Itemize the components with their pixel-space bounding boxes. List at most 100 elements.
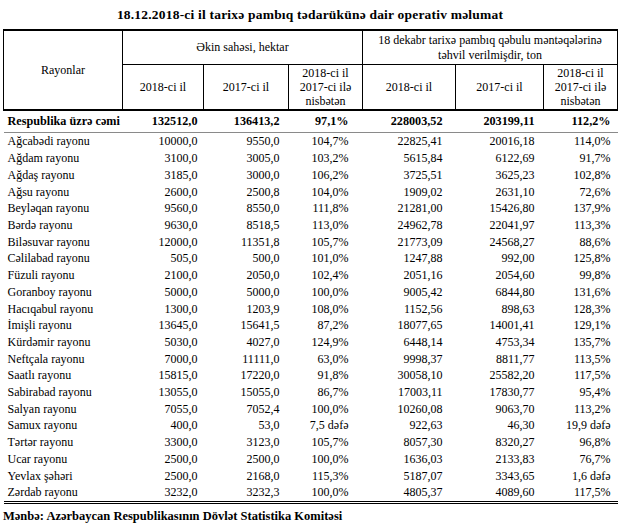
value-cell: 128,3% [544, 301, 618, 318]
value-cell: 102,4% [289, 267, 363, 284]
value-cell: 1636,03 [363, 451, 456, 468]
total-value-cell: 112,2% [544, 110, 618, 133]
value-cell: 2054,60 [456, 267, 544, 284]
value-cell: 17220,0 [204, 367, 289, 384]
table-row: Füzuli rayonu2100,02050,0102,4%2051,1620… [4, 267, 618, 284]
value-cell: 8550,0 [204, 200, 289, 217]
value-cell: 898,63 [456, 301, 544, 318]
district-name-cell: Yevlax şəhəri [4, 468, 123, 485]
col-header-area-2018: 2018-ci il [123, 65, 204, 111]
value-cell: 117,5% [544, 367, 618, 384]
district-name-cell: Zərdab rayonu [4, 484, 123, 502]
value-cell: 86,7% [289, 384, 363, 401]
col-header-ton-2017: 2017-ci il [456, 65, 544, 111]
value-cell: 100,0% [289, 484, 363, 502]
value-cell: 9063,70 [456, 401, 544, 418]
table-row: Goranboy rayonu5000,05000,0100,0%9005,42… [4, 284, 618, 301]
value-cell: 922,63 [363, 417, 456, 434]
value-cell: 7052,4 [204, 401, 289, 418]
district-name-cell: Neftçala rayonu [4, 351, 123, 368]
cotton-statistics-table: Rayonlar Əkin sahəsi, hektar 18 dekabr t… [3, 29, 618, 504]
total-value-cell: 132512,0 [123, 110, 204, 133]
value-cell: 104,0% [289, 184, 363, 201]
value-cell: 5000,0 [204, 284, 289, 301]
district-name-cell: Hacıqabul rayonu [4, 301, 123, 318]
district-name-cell: Biləsuvar rayonu [4, 234, 123, 251]
value-cell: 8518,5 [204, 217, 289, 234]
value-cell: 46,30 [456, 417, 544, 434]
value-cell: 115,3% [289, 468, 363, 485]
table-row: Ağdam rayonu3100,03005,0103,2%5615,84612… [4, 150, 618, 167]
page-title: 18.12.2018-ci il tarixə pambıq tədarükün… [0, 0, 620, 23]
value-cell: 106,2% [289, 167, 363, 184]
value-cell: 2050,0 [204, 267, 289, 284]
value-cell: 10260,08 [363, 401, 456, 418]
table-row: Biləsuvar rayonu12000,011351,8105,7%2177… [4, 234, 618, 251]
value-cell: 101,0% [289, 250, 363, 267]
col-group-delivered: 18 dekabr tarixə pambıq qəbulu məntəqələ… [363, 30, 618, 65]
value-cell: 2631,10 [456, 184, 544, 201]
value-cell: 4027,0 [204, 334, 289, 351]
table-row: Cəlilabad rayonu505,0500,0101,0%1247,889… [4, 250, 618, 267]
value-cell: 5030,0 [123, 334, 204, 351]
district-name-cell: Ağdaş rayonu [4, 167, 123, 184]
value-cell: 11351,8 [204, 234, 289, 251]
value-cell: 3725,51 [363, 167, 456, 184]
table-row: Neftçala rayonu7000,011111,063,0%9998,37… [4, 351, 618, 368]
district-name-cell: Salyan rayonu [4, 401, 123, 418]
value-cell: 2500,0 [123, 451, 204, 468]
value-cell: 6844,80 [456, 284, 544, 301]
district-name-cell: Bərdə rayonu [4, 217, 123, 234]
district-name-cell: Sabirabad rayonu [4, 384, 123, 401]
value-cell: 10000,0 [123, 133, 204, 150]
value-cell: 17003,11 [363, 384, 456, 401]
district-name-cell: Cəlilabad rayonu [4, 250, 123, 267]
value-cell: 105,7% [289, 434, 363, 451]
col-header-area-2017: 2017-ci il [204, 65, 289, 111]
value-cell: 3343,65 [456, 468, 544, 485]
value-cell: 8057,30 [363, 434, 456, 451]
value-cell: 9005,42 [363, 284, 456, 301]
value-cell: 3232,3 [204, 484, 289, 502]
value-cell: 108,0% [289, 301, 363, 318]
value-cell: 2133,83 [456, 451, 544, 468]
value-cell: 100,0% [289, 284, 363, 301]
total-label-cell: Respublika üzrə cəmi [4, 110, 123, 133]
value-cell: 11111,0 [204, 351, 289, 368]
table-row: Hacıqabul rayonu1300,01203,9108,0%1152,5… [4, 301, 618, 318]
district-name-cell: Samux rayonu [4, 417, 123, 434]
table-row: Sabirabad rayonu13055,015055,086,7%17003… [4, 384, 618, 401]
value-cell: 96,8% [544, 434, 618, 451]
total-value-cell: 97,1% [289, 110, 363, 133]
district-name-cell: Kürdəmir rayonu [4, 334, 123, 351]
value-cell: 3232,0 [123, 484, 204, 502]
value-cell: 1203,9 [204, 301, 289, 318]
value-cell: 2600,0 [123, 184, 204, 201]
table-row: Zərdab rayonu3232,03232,3100,0%4805,3740… [4, 484, 618, 502]
value-cell: 87,2% [289, 317, 363, 334]
value-cell: 105,7% [289, 234, 363, 251]
value-cell: 18077,65 [363, 317, 456, 334]
col-header-ton-ratio: 2018-ci il 2017-ci ilə nisbətən [544, 65, 618, 111]
value-cell: 12000,0 [123, 234, 204, 251]
district-name-cell: Ucar rayonu [4, 451, 123, 468]
value-cell: 20016,18 [456, 133, 544, 150]
value-cell: 3625,23 [456, 167, 544, 184]
value-cell: 9998,37 [363, 351, 456, 368]
value-cell: 8320,27 [456, 434, 544, 451]
value-cell: 15426,80 [456, 200, 544, 217]
col-header-rayonlar: Rayonlar [4, 30, 123, 110]
value-cell: 53,0 [204, 417, 289, 434]
table-row: Ağsu rayonu2600,02500,8104,0%1909,022631… [4, 184, 618, 201]
value-cell: 3000,0 [204, 167, 289, 184]
value-cell: 15815,0 [123, 367, 204, 384]
table-row: Ağcabədi rayonu10000,09550,0104,7%22825,… [4, 133, 618, 150]
value-cell: 3123,0 [204, 434, 289, 451]
value-cell: 3005,0 [204, 150, 289, 167]
value-cell: 2168,0 [204, 468, 289, 485]
source-note: Mənbə: Azərbaycan Respublikasının Dövlət… [3, 509, 620, 523]
value-cell: 113,2% [544, 401, 618, 418]
col-header-area-ratio: 2018-ci il 2017-ci ilə nisbətən [289, 65, 363, 111]
table-row: Kürdəmir rayonu5030,04027,0124,9%6448,14… [4, 334, 618, 351]
value-cell: 7000,0 [123, 351, 204, 368]
